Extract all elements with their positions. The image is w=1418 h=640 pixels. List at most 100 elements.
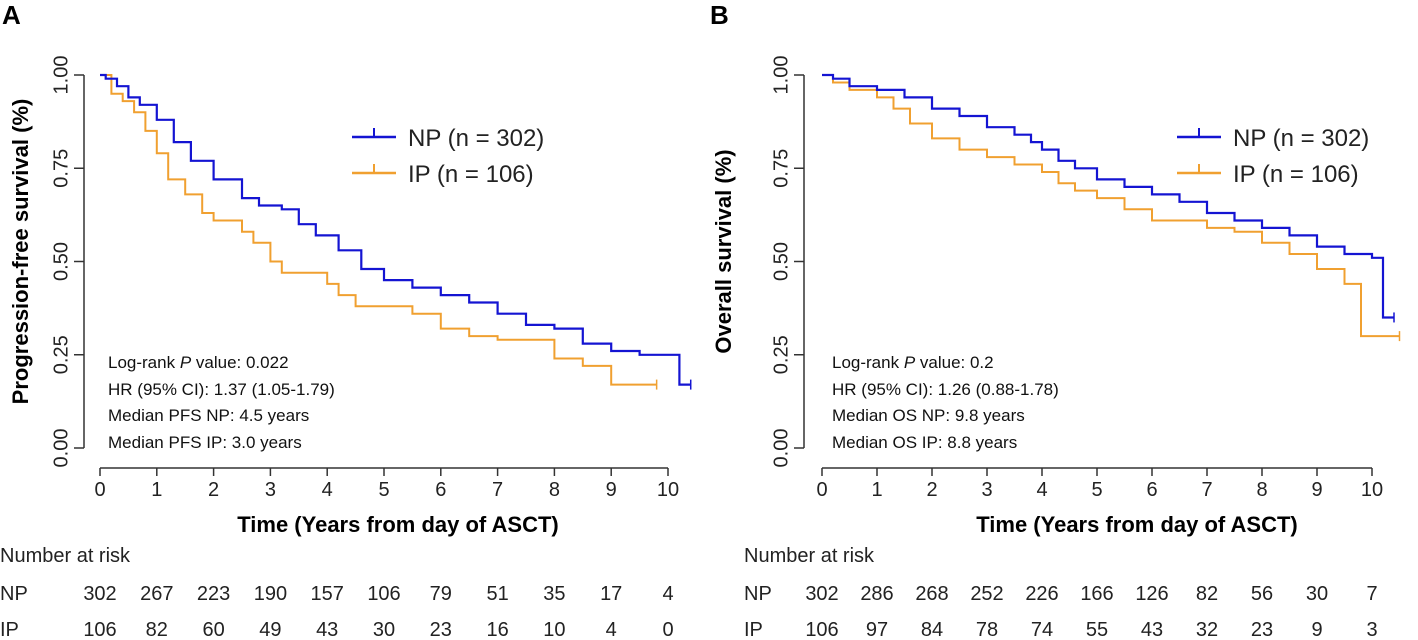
risk-value: 302 — [805, 583, 838, 605]
risk-value: 126 — [1135, 583, 1168, 605]
x-tick-label: 1 — [151, 479, 162, 501]
risk-value: 302 — [83, 583, 116, 605]
x-tick-label: 10 — [1361, 479, 1383, 501]
risk-value: 43 — [316, 619, 338, 640]
risk-value: 4 — [606, 619, 617, 640]
risk-value: 43 — [1141, 619, 1163, 640]
panel-a: A 0.00 0.25 0.50 0.75 1.00 Progression-free su… — [0, 0, 692, 640]
risk-value: 106 — [367, 583, 400, 605]
hazard-ratio-text: HR (95% CI): 1.26 (0.88-1.78) — [832, 380, 1059, 399]
x-tick-label: 4 — [1036, 479, 1047, 501]
x-axis: 0 1 2 3 4 5 6 7 8 9 10 — [816, 467, 1383, 501]
risk-value: 106 — [83, 619, 116, 640]
x-tick-label: 0 — [94, 479, 105, 501]
risk-value: 17 — [600, 583, 622, 605]
x-tick-label: 6 — [435, 479, 446, 501]
risk-table-title: Number at risk — [744, 545, 875, 567]
risk-value: 4 — [662, 583, 673, 605]
x-tick-label: 0 — [816, 479, 827, 501]
series-line-np — [822, 73, 1394, 319]
risk-value: 223 — [197, 583, 230, 605]
series-line-np — [100, 73, 691, 386]
risk-value: 56 — [1251, 583, 1273, 605]
risk-value: 267 — [140, 583, 173, 605]
risk-value: 30 — [1306, 583, 1328, 605]
risk-table: Number at risk NP 302 286 268 252 226 166 126 82 5… — [744, 545, 1378, 640]
risk-value: 97 — [866, 619, 888, 640]
risk-value: 9 — [1311, 619, 1322, 640]
y-tick-label: 1.00 — [770, 56, 792, 95]
x-tick-label: 4 — [322, 479, 333, 501]
x-tick-label: 2 — [926, 479, 937, 501]
risk-value: 60 — [202, 619, 224, 640]
log-rank-text: Log-rank P value: 0.2 — [832, 353, 994, 372]
risk-value: 23 — [1251, 619, 1273, 640]
series-line-ip — [822, 74, 1400, 338]
x-tick-label: 3 — [265, 479, 276, 501]
risk-value: 79 — [430, 583, 452, 605]
risk-value: 3 — [1366, 619, 1377, 640]
x-tick-label: 5 — [1091, 479, 1102, 501]
y-tick-label: 0.75 — [50, 149, 72, 188]
risk-value: 51 — [486, 583, 508, 605]
stats-annotation: Log-rank P value: 0.022 HR (95% CI): 1.37… — [108, 353, 335, 452]
x-tick-label: 8 — [1256, 479, 1267, 501]
median-ip-text: Median PFS IP: 3.0 years — [108, 433, 302, 452]
risk-value: 106 — [805, 619, 838, 640]
x-tick-label: 6 — [1146, 479, 1157, 501]
y-axis-title: Progression-free survival (%) — [8, 99, 33, 405]
risk-value: 226 — [1025, 583, 1058, 605]
risk-value: 252 — [970, 583, 1003, 605]
y-axis: 0.00 0.25 0.50 0.75 1.00 — [50, 56, 85, 468]
log-rank-text: Log-rank P value: 0.022 — [108, 353, 289, 372]
x-axis-title: Time (Years from day of ASCT) — [976, 512, 1298, 537]
x-tick-label: 9 — [606, 479, 617, 501]
x-tick-label: 3 — [981, 479, 992, 501]
hazard-ratio-text: HR (95% CI): 1.37 (1.05-1.79) — [108, 380, 335, 399]
y-tick-label: 0.00 — [770, 429, 792, 468]
x-axis-title: Time (Years from day of ASCT) — [237, 512, 559, 537]
risk-value: 157 — [311, 583, 344, 605]
stats-annotation: Log-rank P value: 0.2 HR (95% CI): 1.26 (… — [832, 353, 1059, 452]
risk-value: 16 — [486, 619, 508, 640]
x-tick-label: 8 — [549, 479, 560, 501]
x-tick-label: 9 — [1311, 479, 1322, 501]
risk-value: 190 — [254, 583, 287, 605]
risk-value: 74 — [1031, 619, 1053, 640]
risk-value: 49 — [259, 619, 281, 640]
legend: NP (n = 302) IP (n = 106) — [1177, 125, 1369, 188]
y-tick-label: 0.25 — [50, 335, 72, 374]
panel-letter: A — [2, 0, 21, 30]
risk-value: 30 — [373, 619, 395, 640]
median-np-text: Median PFS NP: 4.5 years — [108, 406, 309, 425]
risk-value: 268 — [915, 583, 948, 605]
risk-table: Number at risk NP 302 267 223 190 157 106 79 51 35… — [0, 545, 674, 640]
risk-value: 82 — [1196, 583, 1218, 605]
risk-row-label-ip: IP — [744, 619, 763, 640]
risk-row-label-np: NP — [0, 583, 28, 605]
x-axis: 0 1 2 3 4 5 6 7 8 9 10 — [94, 467, 679, 501]
risk-value: 166 — [1080, 583, 1113, 605]
risk-value: 84 — [921, 619, 943, 640]
y-tick-label: 0.00 — [50, 429, 72, 468]
risk-value: 23 — [430, 619, 452, 640]
x-tick-label: 7 — [1201, 479, 1212, 501]
risk-value: 35 — [543, 583, 565, 605]
risk-value: 82 — [146, 619, 168, 640]
y-tick-label: 1.00 — [50, 56, 72, 95]
risk-row-label-ip: IP — [0, 619, 19, 640]
risk-value: 32 — [1196, 619, 1218, 640]
legend-label-np: NP (n = 302) — [1233, 125, 1369, 152]
y-tick-label: 0.50 — [50, 242, 72, 281]
series-line-ip — [100, 74, 657, 386]
x-tick-label: 1 — [871, 479, 882, 501]
y-tick-label: 0.75 — [770, 149, 792, 188]
x-tick-label: 7 — [492, 479, 503, 501]
y-axis: 0.00 0.25 0.50 0.75 1.00 — [770, 56, 805, 468]
legend-label-ip: IP (n = 106) — [1233, 161, 1359, 188]
risk-value: 55 — [1086, 619, 1108, 640]
median-np-text: Median OS NP: 9.8 years — [832, 406, 1025, 425]
y-axis-title: Overall survival (%) — [711, 149, 736, 353]
risk-value: 10 — [543, 619, 565, 640]
